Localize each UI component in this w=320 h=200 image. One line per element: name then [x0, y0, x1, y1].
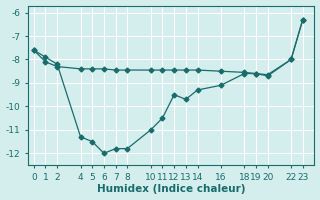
X-axis label: Humidex (Indice chaleur): Humidex (Indice chaleur) — [97, 184, 245, 194]
